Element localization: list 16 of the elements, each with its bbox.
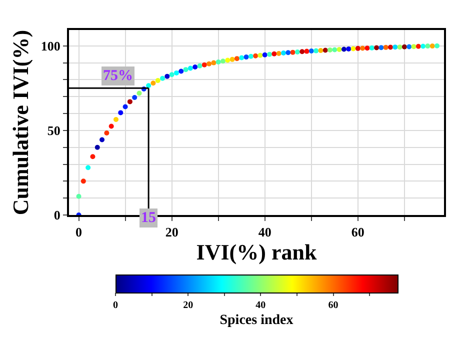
color-bar-label: 40: [256, 300, 266, 311]
y-axis-title: Cumulative IVI(%): [8, 30, 34, 216]
x-tick-label: 40: [258, 224, 272, 240]
x-tick-label: 60: [351, 224, 364, 240]
ref-line-label: 75%: [103, 68, 133, 84]
ref-line-label: 15: [141, 210, 156, 226]
y-tick-label: 100: [40, 38, 60, 54]
x-axis-title: IVI(%) rank: [196, 240, 318, 265]
y-tick-label: 0: [54, 208, 60, 223]
x-tick-label: 20: [165, 224, 178, 240]
color-bar-title: Spices index: [220, 313, 294, 328]
color-bar-label: 20: [183, 300, 194, 311]
color-bar-label: 60: [328, 300, 338, 311]
color-bar-label: 0: [113, 300, 118, 311]
x-tick-label: 0: [76, 224, 82, 240]
y-tick-label: 50: [47, 123, 60, 138]
